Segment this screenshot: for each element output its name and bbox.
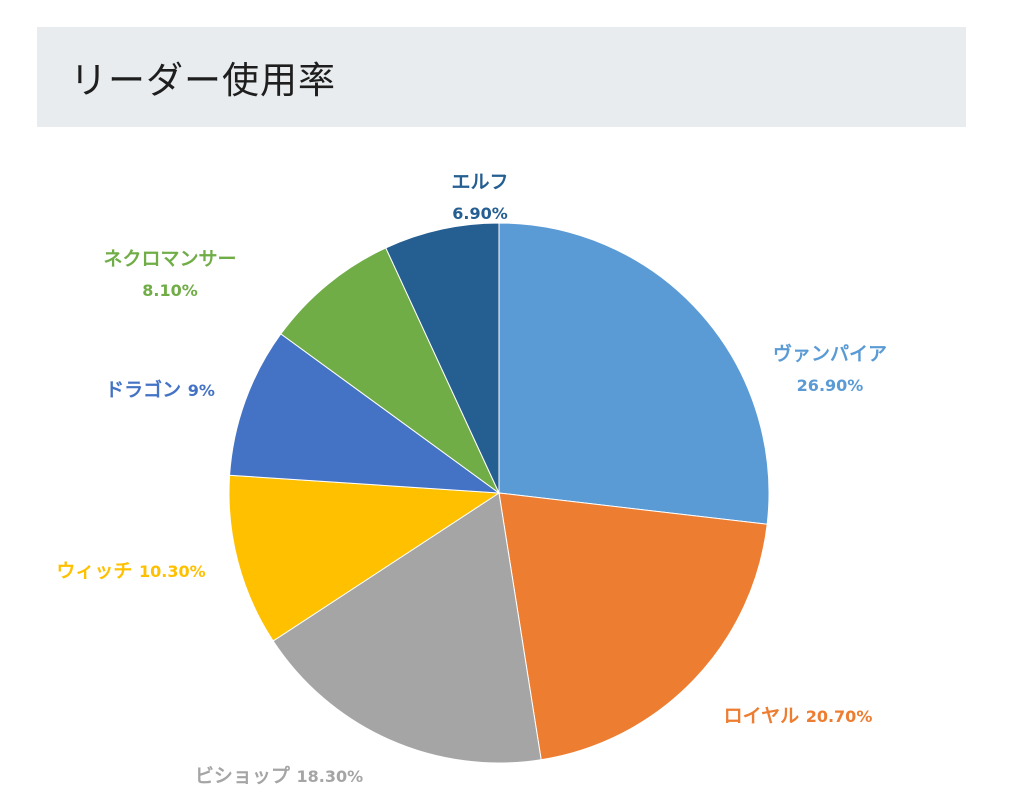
slice-value-label: 10.30% [139,562,206,581]
pie-slice [272,492,542,764]
pie-slice [228,474,501,642]
pie-slices [228,222,770,764]
slice-value-label: 6.90% [452,204,508,223]
page-title: リーダー使用率 [70,59,336,102]
slice-name-label: ロイヤル [724,705,806,727]
title-bar: リーダー使用率 [37,27,966,127]
pie-slice [498,222,770,525]
slice-label: ビショップ 18.30% [195,764,363,787]
slice-name-label: ビショップ [195,764,297,787]
slice-name-label: ネクロマンサー [103,248,236,270]
slice-name-label: エルフ [451,171,508,193]
slice-value-label: 20.70% [806,707,873,726]
pie-slice [280,247,501,495]
slice-label: ウィッチ 10.30% [56,560,205,582]
slice-value-label: 8.10% [142,281,198,300]
slice-name-label: ヴァンパイア [773,342,887,365]
pie-labels: ヴァンパイア 26.90% ロイヤル 20.70% ビショップ 18.30% ウィッチ … [56,171,887,787]
pie-chart: ヴァンパイア 26.90% ロイヤル 20.70% ビショップ 18.30% ウィッチ … [56,171,887,787]
pie-slice [229,333,501,494]
slice-value-label: 18.30% [296,767,363,786]
pie-slice [498,492,768,761]
slice-value-label: 9% [188,381,215,400]
slice-label: ドラゴン 9% [105,378,215,401]
slice-name-label: ドラゴン [105,378,188,401]
slice-label: ロイヤル 20.70% [724,705,873,727]
pie-slice [385,222,500,494]
slice-value-label: 26.90% [797,376,864,395]
slice-name-label: ウィッチ [56,560,139,582]
pie-chart-area: ヴァンパイア 26.90% ロイヤル 20.70% ビショップ 18.30% ウィッチ … [0,140,1024,802]
